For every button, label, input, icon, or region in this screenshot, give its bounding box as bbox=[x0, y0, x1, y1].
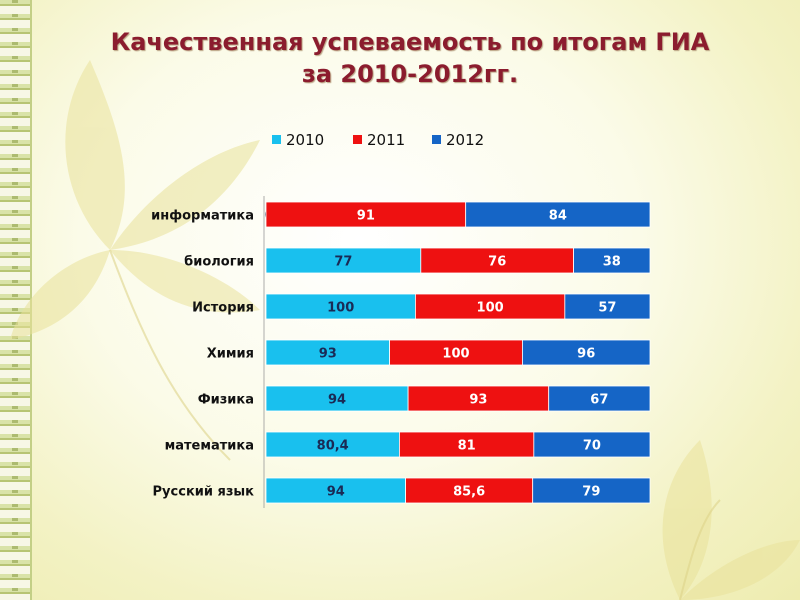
data-label-2010: 94 bbox=[328, 393, 346, 408]
leaf-shape bbox=[65, 60, 125, 250]
legend-swatch-2011 bbox=[353, 135, 362, 144]
leaf-stem bbox=[109, 249, 231, 461]
data-label-2012: 84 bbox=[549, 209, 567, 224]
bar-segment-2012 bbox=[465, 201, 651, 228]
data-label-2012: 57 bbox=[598, 301, 616, 316]
data-label-2012: 96 bbox=[577, 347, 595, 362]
data-label-2012: 79 bbox=[582, 485, 600, 500]
category-label: биология bbox=[184, 255, 254, 270]
leaf-shape bbox=[110, 250, 260, 313]
bar-segment-2012 bbox=[564, 293, 651, 320]
bar-segment-2010 bbox=[265, 247, 422, 274]
spiral-holes bbox=[12, 0, 18, 600]
bar-segment-2011 bbox=[265, 201, 467, 228]
data-label-2011: 93 bbox=[469, 393, 487, 408]
bar-segment-2010 bbox=[265, 431, 400, 458]
bar-segment-2010 bbox=[265, 293, 416, 320]
bar-segment-2012 bbox=[533, 431, 651, 458]
chart-title-line2: за 2010-2012гг. bbox=[301, 60, 519, 88]
legend-swatch-2010 bbox=[272, 135, 281, 144]
bar-segment-2012 bbox=[548, 385, 651, 412]
bar-segment-2012 bbox=[573, 247, 651, 274]
data-label-2012: 38 bbox=[603, 255, 621, 270]
chart-title-line1: Качественная успеваемость по итогам ГИА bbox=[110, 28, 710, 56]
legend-label-2010: 2010 bbox=[286, 131, 324, 149]
data-label-2011: 100 bbox=[442, 347, 469, 362]
category-label: Физика bbox=[198, 393, 254, 408]
legend-swatch-2012 bbox=[432, 135, 441, 144]
data-label-2012: 70 bbox=[583, 439, 601, 454]
bar-segment-2010 bbox=[265, 477, 406, 504]
data-label-2010: 80,4 bbox=[317, 439, 349, 454]
category-label: Русский язык bbox=[153, 485, 255, 500]
data-label-2011: 81 bbox=[458, 439, 476, 454]
data-label-2010: 93 bbox=[319, 347, 337, 362]
legend-label-2012: 2012 bbox=[446, 131, 484, 149]
data-label-2011: 85,6 bbox=[453, 485, 485, 500]
category-label: математика bbox=[165, 439, 254, 454]
category-label: Химия bbox=[207, 347, 254, 362]
leaf-shape bbox=[10, 250, 110, 340]
bar-segment-2012 bbox=[522, 339, 651, 366]
legend-label-2011: 2011 bbox=[367, 131, 405, 149]
data-label-2011: 76 bbox=[488, 255, 506, 270]
bar-segment-2011 bbox=[389, 339, 523, 366]
bar-segment-2010 bbox=[265, 339, 390, 366]
category-label: История bbox=[192, 301, 254, 316]
data-label-2011: 100 bbox=[477, 301, 504, 316]
category-label: информатика bbox=[151, 209, 254, 224]
data-label-2010: 100 bbox=[327, 301, 354, 316]
data-label-2010: 94 bbox=[327, 485, 345, 500]
leaf-shape bbox=[662, 440, 712, 600]
data-label-2012: 67 bbox=[590, 393, 608, 408]
bar-segment-2011 bbox=[420, 247, 575, 274]
leaf-shape bbox=[110, 140, 260, 250]
data-label-2010: 77 bbox=[334, 255, 352, 270]
bar-segment-2011 bbox=[415, 293, 566, 320]
leaf-shape bbox=[680, 540, 800, 600]
leaf-stem bbox=[679, 499, 721, 600]
bar-segment-2012 bbox=[532, 477, 651, 504]
data-label-2011: 91 bbox=[357, 209, 375, 224]
chart-title: Качественная успеваемость по итогам ГИА … bbox=[60, 26, 760, 90]
